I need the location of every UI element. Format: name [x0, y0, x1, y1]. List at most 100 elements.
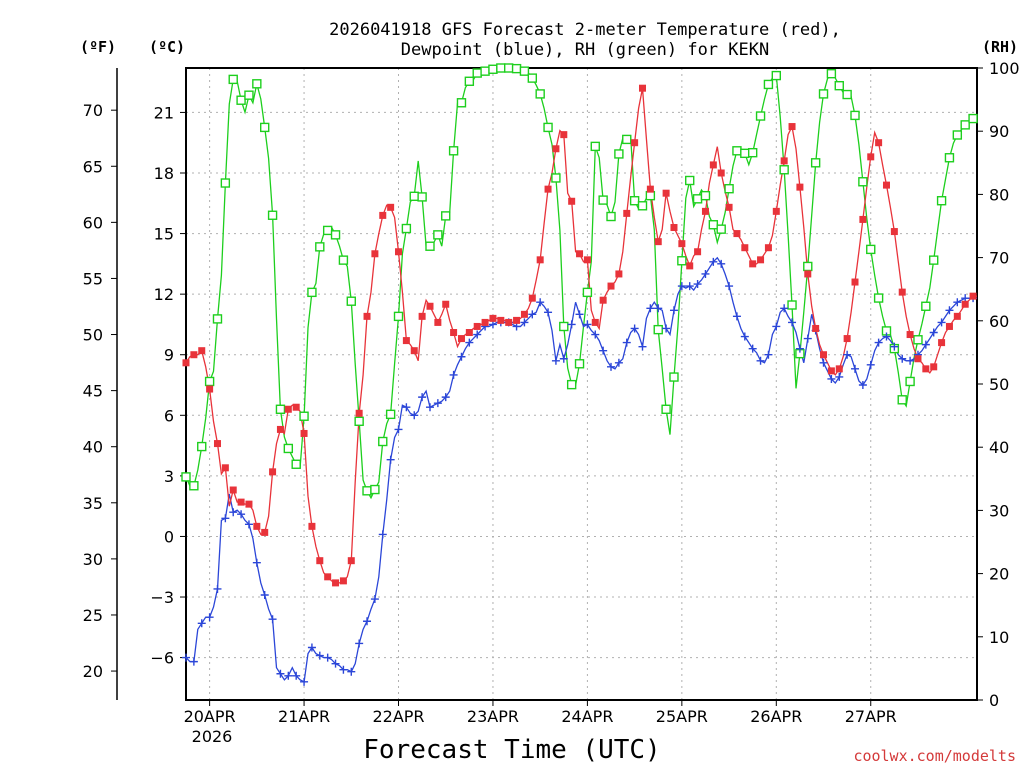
- temperature-point: [741, 244, 749, 252]
- rh-point: [283, 443, 294, 454]
- y-tick-label-fahrenheit: 65: [83, 157, 103, 176]
- temperature-point: [709, 161, 717, 169]
- y-tick-label-celsius: 21: [154, 103, 174, 122]
- temperature-point: [804, 270, 812, 278]
- temperature-point: [725, 203, 733, 211]
- temperature-point: [442, 300, 450, 308]
- dewpoint-point: [520, 318, 529, 327]
- temperature-point: [182, 359, 190, 367]
- rh-point: [669, 372, 679, 382]
- rh-point: [826, 68, 837, 79]
- unit-label-celsius: (ºC): [149, 38, 185, 56]
- temperature-point: [505, 318, 513, 326]
- temperature-point: [780, 157, 788, 165]
- y-tick-label-fahrenheit: 30: [83, 550, 103, 569]
- rh-point: [228, 74, 238, 85]
- rh-point: [315, 242, 325, 252]
- temperature-point: [465, 329, 473, 337]
- rh-point: [913, 335, 923, 345]
- y-tick-label-rh: 90: [989, 122, 1009, 141]
- temperature-point: [316, 557, 324, 565]
- rh-point: [456, 98, 467, 108]
- y-tick-label-fahrenheit: 40: [83, 438, 103, 457]
- y-tick-label-celsius: 0: [164, 527, 174, 546]
- temperature-point: [536, 256, 544, 264]
- dewpoint-point: [567, 320, 576, 329]
- temperature-point: [355, 409, 363, 417]
- temperature-point: [339, 577, 347, 585]
- rh-point: [787, 300, 797, 310]
- rh-point: [614, 149, 624, 159]
- dewpoint-point: [780, 304, 789, 313]
- rh-point: [661, 404, 671, 414]
- rh-point: [189, 481, 199, 491]
- temperature-point: [552, 145, 560, 153]
- temperature-point: [568, 197, 576, 205]
- temperature-point: [379, 211, 387, 219]
- temperature-point: [387, 203, 395, 211]
- y-tick-label-rh: 10: [989, 628, 1009, 647]
- rh-point: [480, 66, 490, 76]
- dewpoint-point: [827, 374, 836, 383]
- rh-point: [472, 68, 482, 78]
- temperature-point: [245, 500, 253, 508]
- y-tick-label-fahrenheit: 20: [83, 662, 103, 681]
- plot-frame: [185, 67, 978, 701]
- rh-point: [393, 311, 404, 322]
- temperature-point: [764, 244, 772, 252]
- temperature-point: [646, 185, 654, 193]
- rh-point: [968, 113, 978, 124]
- rh-point: [267, 210, 278, 220]
- y-tick-label-fahrenheit: 35: [83, 494, 103, 513]
- rh-point: [433, 230, 443, 240]
- unit-label-fahrenheit: (ºF): [80, 38, 116, 56]
- dewpoint-point: [386, 455, 395, 464]
- y-tick-label-rh: 60: [989, 312, 1009, 331]
- rh-point: [850, 110, 860, 121]
- dewpoint-point: [221, 514, 230, 523]
- dewpoint-point: [732, 312, 741, 321]
- dewpoint-point: [882, 332, 891, 341]
- temperature-point: [631, 139, 639, 147]
- dewpoint-line: [185, 256, 977, 683]
- y-tick-label-fahrenheit: 55: [83, 269, 103, 288]
- temperature-point: [402, 337, 410, 345]
- rh-point: [952, 130, 963, 140]
- y-tick-label-celsius: 18: [154, 164, 174, 183]
- rh-point: [197, 441, 207, 452]
- dewpoint-point: [575, 310, 584, 319]
- temperature-point: [599, 296, 607, 304]
- rh-point: [220, 178, 231, 188]
- dewpoint-point: [851, 364, 860, 373]
- temperature-point: [513, 316, 521, 324]
- dewpoint-point: [441, 393, 450, 402]
- rh-point: [810, 158, 821, 168]
- temperature-point: [198, 347, 206, 355]
- temperature-point: [544, 185, 552, 193]
- temperature-point: [906, 331, 914, 339]
- rh-point: [897, 395, 907, 405]
- dewpoint-point: [756, 356, 765, 365]
- dewpoint-point: [898, 354, 907, 363]
- chart-title-line2: Dewpoint (blue), RH (green) for KEKN: [401, 40, 769, 60]
- y-tick-label-fahrenheit: 25: [83, 606, 103, 625]
- y-tick-label-rh: 80: [989, 185, 1009, 204]
- temperature-point: [418, 312, 426, 320]
- rh-point: [921, 301, 931, 311]
- dewpoint-point: [347, 667, 356, 676]
- y-tick-label-celsius: 6: [164, 406, 174, 425]
- temperature-point: [332, 579, 340, 587]
- dewpoint-point: [378, 530, 387, 539]
- temperature-point: [284, 405, 292, 413]
- dewpoint-point: [465, 338, 474, 347]
- temperature-point: [410, 347, 418, 355]
- dewpoint-point: [449, 370, 458, 379]
- temperature-point: [882, 181, 890, 189]
- credit-link[interactable]: coolwx.com/modelts: [853, 747, 1016, 765]
- rh-point: [598, 195, 608, 205]
- temperature-point: [560, 131, 568, 139]
- temperature-point: [654, 238, 662, 246]
- rh-point: [842, 89, 852, 100]
- dewpoint-point: [402, 403, 411, 412]
